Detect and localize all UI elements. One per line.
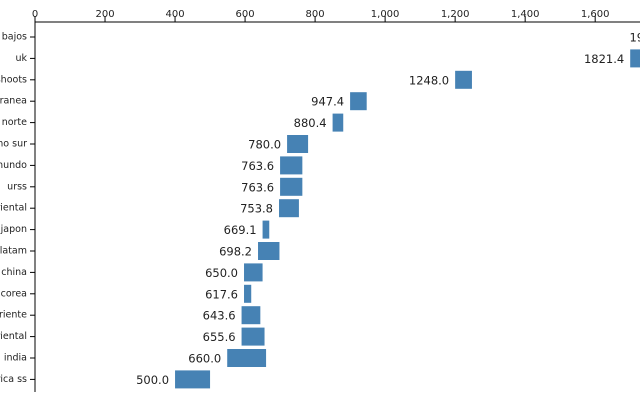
value-label: 655.6 <box>203 330 236 344</box>
value-label: 1248.0 <box>409 73 449 87</box>
x-tick-label: 400 <box>165 9 184 20</box>
y-tick-label: oriente <box>0 310 27 321</box>
bar <box>630 49 640 68</box>
value-label: 617.6 <box>205 287 238 301</box>
bar <box>350 92 367 111</box>
bar <box>244 263 263 282</box>
x-tick-label: 600 <box>236 9 255 20</box>
bar <box>280 156 303 175</box>
y-tick-label: oriental <box>0 331 27 342</box>
value-label: 763.6 <box>241 180 274 194</box>
x-tick-label: 1,000 <box>371 9 400 20</box>
y-tick-label: mundo <box>0 160 27 171</box>
value-label: 947.4 <box>311 95 344 109</box>
value-label: 763.6 <box>241 159 274 173</box>
bar <box>279 199 299 218</box>
value-label: 643.6 <box>203 309 236 323</box>
bar <box>280 177 303 196</box>
y-tick-label: china <box>1 267 27 278</box>
bar <box>262 220 270 239</box>
y-tick-label: uk <box>15 53 27 64</box>
y-tick-label: latam <box>0 246 27 257</box>
bar <box>455 70 472 89</box>
value-label: 698.2 <box>219 245 252 259</box>
bar <box>175 370 211 389</box>
y-tick-label: shoots <box>0 74 27 85</box>
bar <box>241 306 261 325</box>
y-tick-label: corea <box>1 288 27 299</box>
y-tick-label: no sur <box>0 139 27 150</box>
y-tick-label: rica ss <box>0 374 27 385</box>
value-label: 660.0 <box>188 352 221 366</box>
bar <box>287 135 309 153</box>
value-label: 500.0 <box>136 373 169 387</box>
y-tick-label: norte <box>2 117 27 128</box>
bar <box>244 284 252 303</box>
x-tick-label: 200 <box>95 9 114 20</box>
bar <box>258 242 280 260</box>
value-label: 650.0 <box>205 266 238 280</box>
x-tick-label: 1,600 <box>581 9 610 20</box>
bar <box>227 349 267 367</box>
x-tick-label: 1,400 <box>511 9 540 20</box>
y-tick-label: japon <box>0 224 27 235</box>
y-tick-label: urss <box>7 181 27 192</box>
value-label: 753.8 <box>240 202 273 216</box>
bar <box>241 327 265 346</box>
x-tick-label: 800 <box>306 9 325 20</box>
value-label: 780.0 <box>248 138 281 152</box>
bar <box>332 113 344 132</box>
y-tick-label: bajos <box>2 32 27 43</box>
value-label: 1821.4 <box>584 52 624 66</box>
x-tick-label: 1,200 <box>441 9 470 20</box>
value-label: 1930.0 <box>629 31 640 45</box>
y-tick-label: india <box>4 353 27 364</box>
y-tick-label: rranea <box>0 96 27 107</box>
value-label: 880.4 <box>294 116 327 130</box>
y-tick-label: oriental <box>0 203 27 214</box>
x-tick-label: 0 <box>32 9 38 20</box>
value-label: 669.1 <box>224 223 257 237</box>
